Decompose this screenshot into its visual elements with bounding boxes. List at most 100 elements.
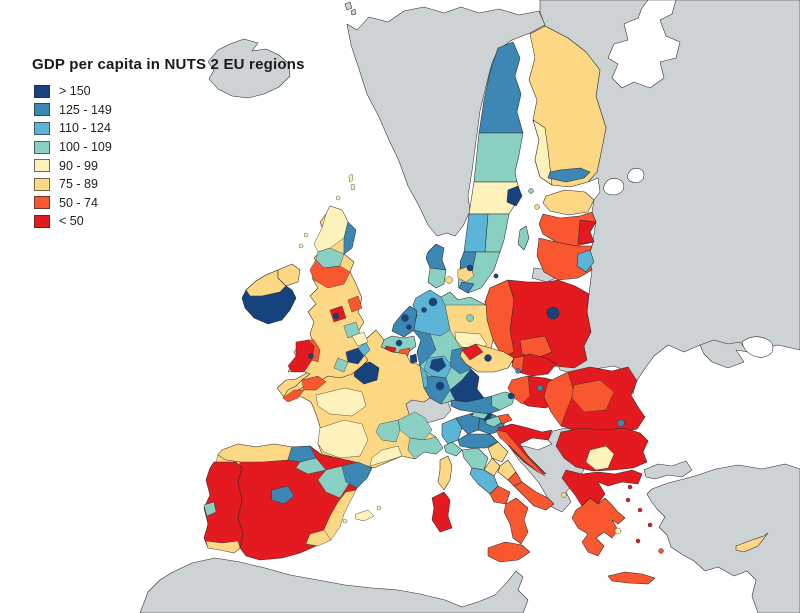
region-bornholm	[493, 273, 499, 279]
region-aland	[528, 188, 534, 194]
region-lisbon	[203, 501, 217, 517]
region-sardinia	[431, 491, 453, 533]
eu-regions	[203, 25, 769, 585]
non-eu-landmass	[139, 0, 800, 613]
region-jutland-north	[425, 243, 447, 271]
legend-swatch	[34, 196, 50, 210]
region-aegean-island	[635, 538, 641, 544]
region-sweden-mid-north	[473, 132, 524, 183]
legend-item: < 50	[34, 212, 305, 231]
region-london	[345, 347, 365, 365]
region-budapest	[536, 384, 544, 392]
region-finland-west	[532, 119, 553, 186]
region-provence	[407, 436, 444, 460]
region-fyn	[445, 276, 453, 284]
region-mallorca	[355, 509, 375, 522]
region-aberdeen	[343, 221, 357, 255]
white-sea	[607, 0, 681, 89]
legend-title: GDP per capita in NUTS 2 EU regions	[32, 56, 305, 73]
region-croatia-coast	[495, 429, 546, 477]
region-alsace	[419, 365, 429, 389]
region-surrey	[333, 357, 349, 373]
region-aegean-island	[625, 497, 631, 503]
sea-overlays	[603, 0, 774, 358]
region-finland	[528, 25, 607, 188]
region-bremen	[421, 307, 427, 313]
region-crimea	[699, 339, 749, 369]
legend-swatch	[34, 177, 50, 191]
region-hamburg	[428, 297, 438, 307]
region-cheshire	[332, 312, 340, 320]
region-sweden-east	[484, 213, 510, 253]
region-ibiza	[342, 518, 348, 524]
region-malmo	[458, 281, 475, 294]
region-romania-west	[543, 371, 575, 427]
region-utrecht	[406, 324, 412, 330]
region-estonia	[542, 189, 595, 216]
legend-item: > 150	[34, 82, 305, 101]
region-aegean-island	[627, 484, 633, 490]
region-shetland	[348, 173, 356, 191]
region-carinthia	[471, 411, 489, 420]
region-poland-south	[519, 335, 553, 359]
region-frankfurt	[429, 357, 447, 373]
nuts2-region	[317, 419, 369, 459]
legend-swatch	[34, 159, 50, 173]
region-campania	[489, 485, 511, 505]
region-berlin	[466, 314, 474, 322]
region-bucharest	[617, 419, 625, 427]
legend-item: 110 - 124	[34, 119, 305, 138]
legend-item: 90 - 99	[34, 156, 305, 175]
legend-label: 50 - 74	[59, 195, 98, 210]
region-cyprus	[735, 532, 769, 553]
region-calabria	[503, 497, 529, 545]
legend-swatch	[34, 84, 50, 98]
region-madrid	[271, 485, 295, 505]
region-vienna	[507, 392, 515, 400]
region-corfu	[561, 492, 567, 498]
region-murcia	[305, 529, 332, 547]
lake-onega	[627, 167, 645, 183]
region-east-anglia	[351, 331, 369, 347]
region-algarve	[205, 540, 241, 554]
legend-label: 100 - 109	[59, 140, 112, 155]
region-luxembourg	[409, 353, 418, 364]
region-catalonia	[341, 461, 373, 489]
region-jutland-south	[427, 267, 447, 289]
region-stockholm	[506, 185, 523, 207]
region-faroe-islands	[344, 1, 357, 16]
region-nrw	[412, 329, 437, 367]
legend-label: 75 - 89	[59, 177, 98, 192]
region-sicily	[487, 541, 531, 563]
region-turkey-europe	[643, 460, 693, 480]
region-athens	[614, 527, 622, 535]
region-liguria	[443, 441, 463, 457]
region-sweden-north	[478, 41, 524, 134]
legend-items: > 150 125 - 149 110 - 124 100 - 109 90 - 99 7…	[34, 82, 305, 231]
region-lithuania	[536, 237, 593, 281]
region-hebrides	[303, 232, 309, 238]
legend-label: < 50	[59, 214, 84, 229]
region-rhone-alpes	[397, 411, 433, 441]
region-sofia	[585, 445, 615, 471]
legend-item: 100 - 109	[34, 138, 305, 157]
region-norway	[346, 6, 546, 237]
region-cardiff	[308, 353, 314, 359]
region-brussels	[395, 339, 403, 347]
region-transylvania	[571, 379, 615, 413]
region-marche	[487, 441, 509, 463]
region-helsinki	[547, 167, 591, 183]
region-south-scotland	[309, 259, 351, 289]
region-auvergne	[375, 419, 401, 443]
region-southwest-england	[301, 375, 327, 391]
region-greece-south	[571, 497, 626, 557]
region-rhodes	[658, 548, 664, 554]
sea-of-azov	[741, 336, 774, 358]
region-turkey-anatolia	[646, 463, 800, 613]
region-hebrides-south	[298, 243, 304, 249]
region-menorca	[376, 505, 382, 511]
region-amsterdam	[401, 314, 409, 322]
lake-ladoga	[603, 178, 625, 196]
region-crete	[607, 571, 656, 585]
